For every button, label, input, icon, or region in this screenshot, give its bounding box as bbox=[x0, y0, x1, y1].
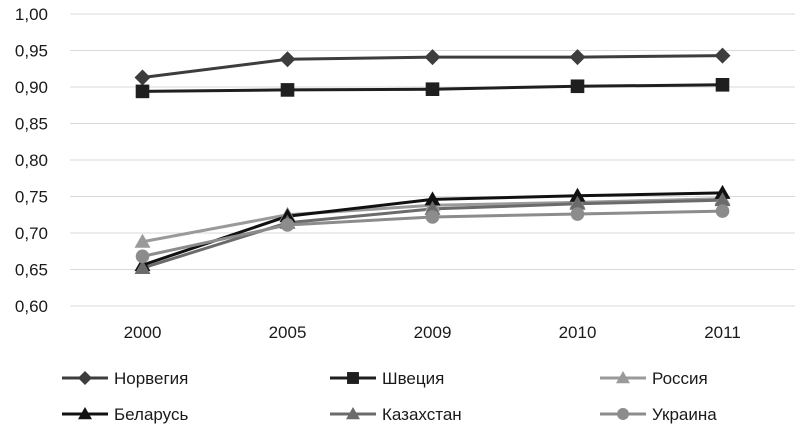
data-point bbox=[134, 260, 151, 275]
legend-marker bbox=[78, 407, 92, 420]
legend-marker bbox=[78, 371, 92, 385]
data-point bbox=[425, 210, 440, 224]
legend-marker bbox=[617, 408, 629, 420]
legend-label: Швеция bbox=[382, 369, 444, 388]
data-point bbox=[135, 249, 150, 264]
data-point bbox=[280, 83, 295, 97]
y-tick-label: 0,80 bbox=[15, 151, 48, 170]
x-tick-label: 2009 bbox=[414, 323, 452, 342]
data-point bbox=[424, 49, 441, 66]
data-point bbox=[424, 200, 441, 215]
legend-marker bbox=[347, 372, 359, 384]
y-tick-label: 0,65 bbox=[15, 261, 48, 280]
legend-item: Норвегия bbox=[62, 369, 188, 388]
data-point bbox=[569, 195, 586, 210]
legend: Норвегия Швеция Россия Беларусь Казахстан Укр… bbox=[62, 369, 717, 424]
legend-item: Швеция bbox=[330, 369, 444, 388]
y-tick-label: 0,70 bbox=[15, 224, 48, 243]
x-tick-label: 2005 bbox=[269, 323, 307, 342]
data-point bbox=[714, 192, 731, 207]
legend-label: Украина bbox=[652, 405, 717, 424]
data-point bbox=[569, 49, 586, 66]
legend-item: Казахстан bbox=[330, 405, 462, 424]
y-tick-label: 0,75 bbox=[15, 188, 48, 207]
data-point bbox=[279, 51, 296, 68]
y-axis-ticks: 0,60 0,65 0,70 0,75 0,80 0,85 0,90 0,95 1,00 bbox=[15, 5, 48, 316]
data-point bbox=[715, 204, 730, 218]
x-tick-label: 2010 bbox=[559, 323, 597, 342]
legend-label: Казахстан bbox=[382, 405, 462, 424]
x-tick-label: 2011 bbox=[704, 323, 741, 342]
series-markers bbox=[134, 47, 731, 275]
data-point bbox=[134, 69, 151, 86]
legend-label: Беларусь bbox=[114, 405, 188, 424]
y-tick-label: 1,00 bbox=[15, 5, 48, 24]
legend-item: Россия bbox=[600, 369, 708, 388]
data-point bbox=[134, 233, 151, 248]
y-tick-label: 0,60 bbox=[15, 297, 48, 316]
y-tick-label: 0,85 bbox=[15, 115, 48, 134]
legend-marker bbox=[616, 371, 630, 384]
data-point bbox=[135, 84, 150, 99]
data-point bbox=[425, 82, 440, 96]
legend-label: Россия bbox=[652, 369, 708, 388]
data-point bbox=[569, 187, 586, 202]
data-point bbox=[280, 218, 295, 232]
legend-item: Украина bbox=[600, 405, 717, 424]
data-point bbox=[424, 191, 441, 206]
y-tick-label: 0,90 bbox=[15, 78, 48, 97]
data-point bbox=[714, 47, 731, 64]
x-tick-label: 2000 bbox=[124, 323, 162, 342]
x-axis-ticks: 2000 2005 2009 2010 2011 bbox=[124, 323, 741, 342]
legend-item: Беларусь bbox=[62, 405, 188, 424]
data-point bbox=[570, 207, 585, 221]
legend-label: Норвегия bbox=[114, 369, 188, 388]
data-point bbox=[570, 79, 585, 94]
data-point bbox=[714, 184, 731, 199]
y-tick-label: 0,95 bbox=[15, 42, 48, 61]
legend-marker bbox=[346, 407, 360, 420]
data-point bbox=[715, 78, 730, 92]
